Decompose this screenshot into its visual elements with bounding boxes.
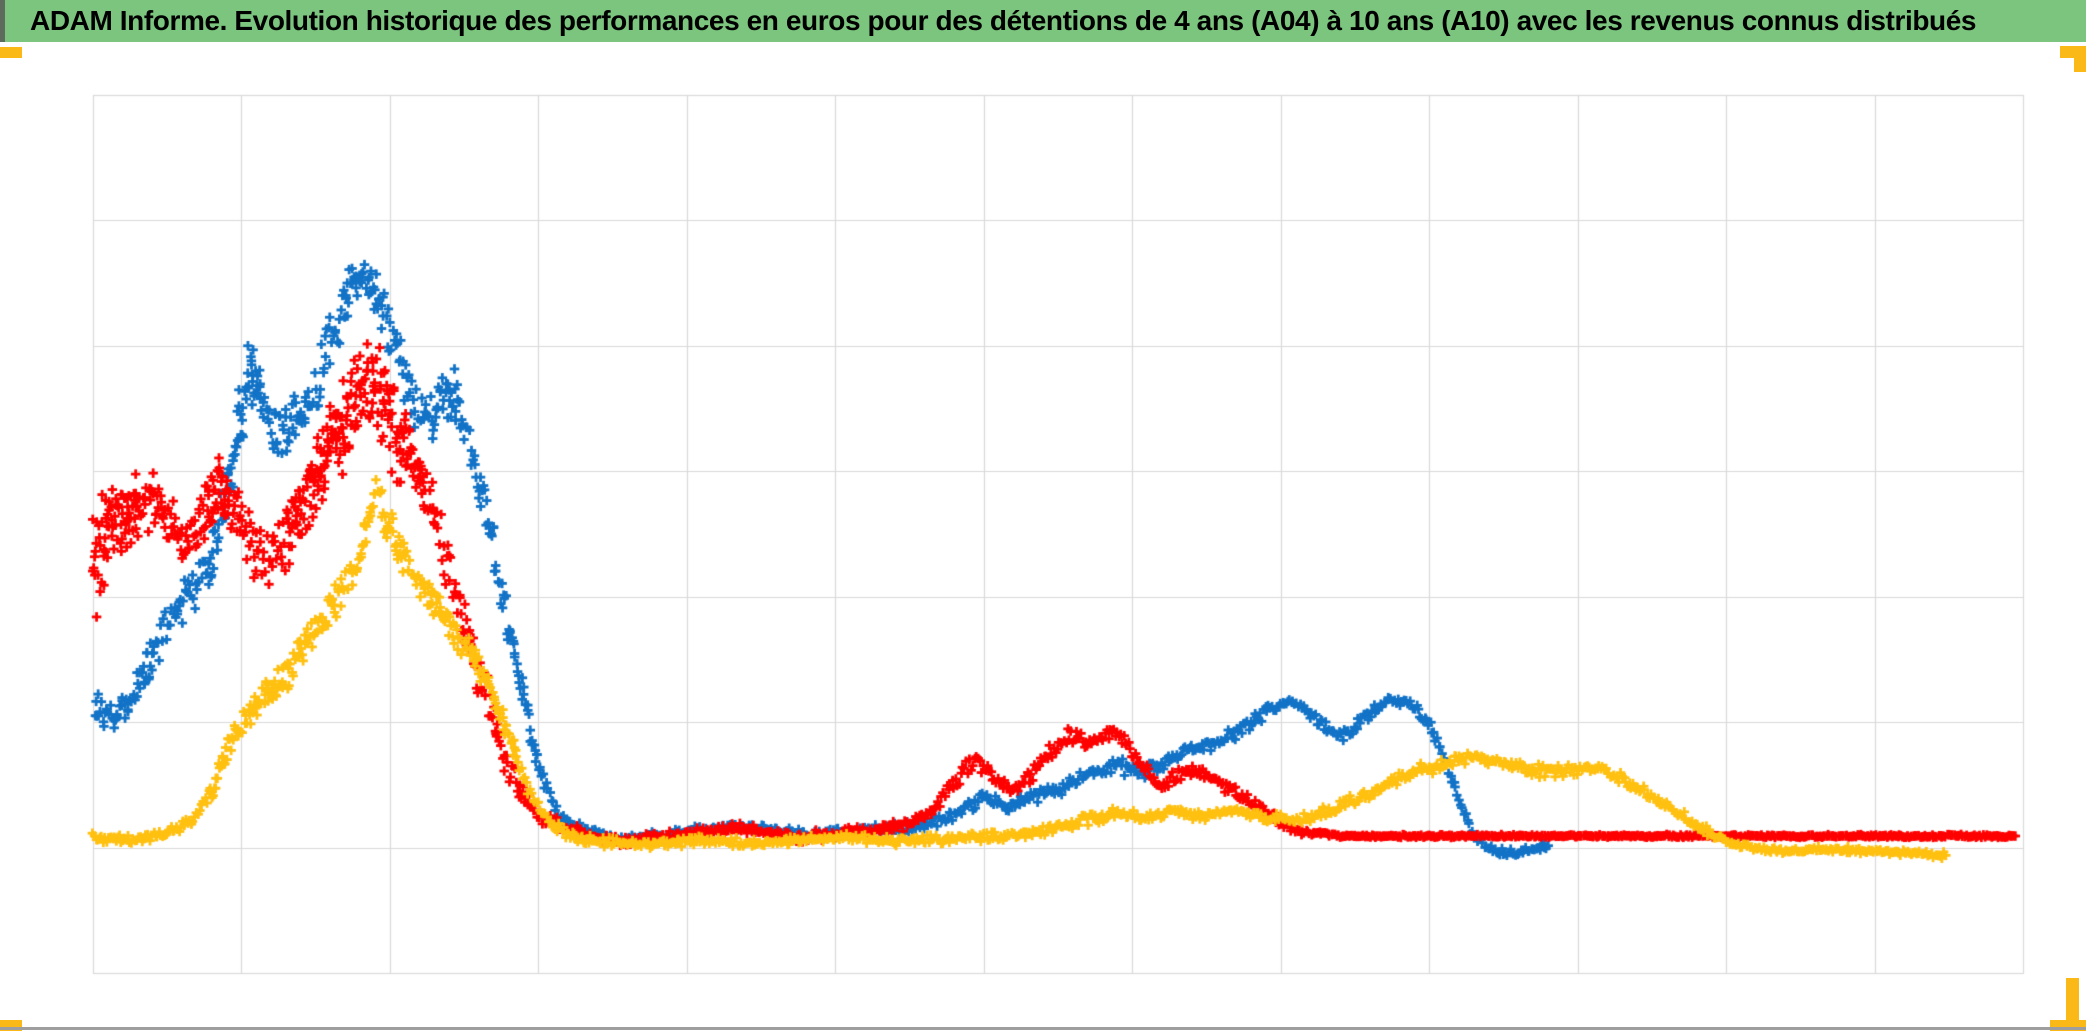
page-break-corner-marker-top-left (0, 47, 22, 58)
page-break-corner-marker-top-right-vertical (2074, 46, 2086, 72)
page-break-corner-marker-bottom-right (2050, 1020, 2086, 1031)
page-break-corner-marker-bottom-right-vertical (2066, 978, 2079, 1031)
title-bar: ADAM Informe. Evolution historique des p… (0, 0, 2086, 42)
page-break-corner-marker-bottom-left (0, 1020, 22, 1031)
page-title: ADAM Informe. Evolution historique des p… (30, 5, 1977, 36)
worksheet-bottom-border (0, 1027, 2086, 1030)
title-bar-left-edge (0, 0, 5, 42)
